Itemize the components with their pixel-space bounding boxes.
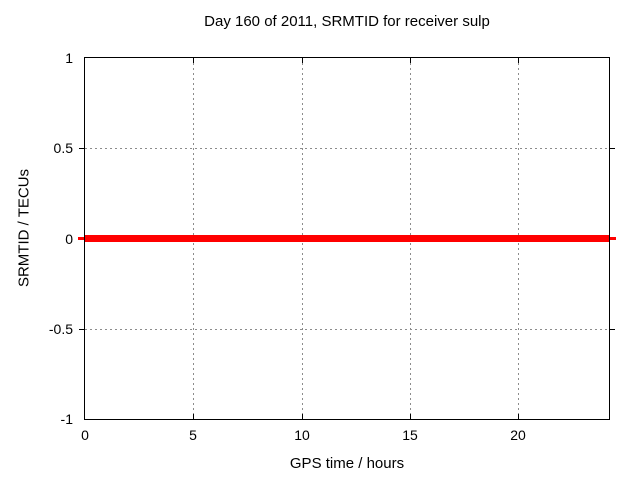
y-tick-label: 0.5 <box>53 140 73 156</box>
y-tick-label: -1 <box>60 411 73 427</box>
plot-area: 0 5 10 15 20 -1 -0.5 0 0.5 1 <box>49 50 616 443</box>
y-tick-left <box>79 329 84 330</box>
x-tick-label: 0 <box>81 427 89 443</box>
x-tick-bottom <box>302 414 303 419</box>
data-line-left-cap <box>78 237 84 240</box>
y-tick-right <box>610 148 615 149</box>
x-tick-top <box>518 58 519 63</box>
x-tick-label: 10 <box>294 427 310 443</box>
y-gridline <box>85 148 609 149</box>
x-tick-bottom <box>193 414 194 419</box>
x-tick-top <box>302 58 303 63</box>
x-tick-label: 5 <box>189 427 197 443</box>
y-gridline <box>85 329 609 330</box>
x-tick-label: 20 <box>510 427 526 443</box>
y-tick-label: -0.5 <box>48 321 73 337</box>
y-tick-right <box>610 329 615 330</box>
y-tick-left <box>79 148 84 149</box>
y-axis-label: SRMTID / TECUs <box>15 168 33 288</box>
x-tick-top <box>410 58 411 63</box>
x-tick-bottom <box>410 414 411 419</box>
chart-title: Day 160 of 2011, SRMTID for receiver sul… <box>204 13 490 30</box>
x-axis-label: GPS time / hours <box>289 455 405 472</box>
y-tick-label: 1 <box>65 50 73 66</box>
data-line-right-cap <box>610 237 616 240</box>
x-tick-label: 15 <box>402 427 418 443</box>
x-tick-bottom <box>518 414 519 419</box>
y-tick-label: 0 <box>65 231 73 247</box>
data-line <box>85 235 609 242</box>
x-tick-top <box>193 58 194 63</box>
